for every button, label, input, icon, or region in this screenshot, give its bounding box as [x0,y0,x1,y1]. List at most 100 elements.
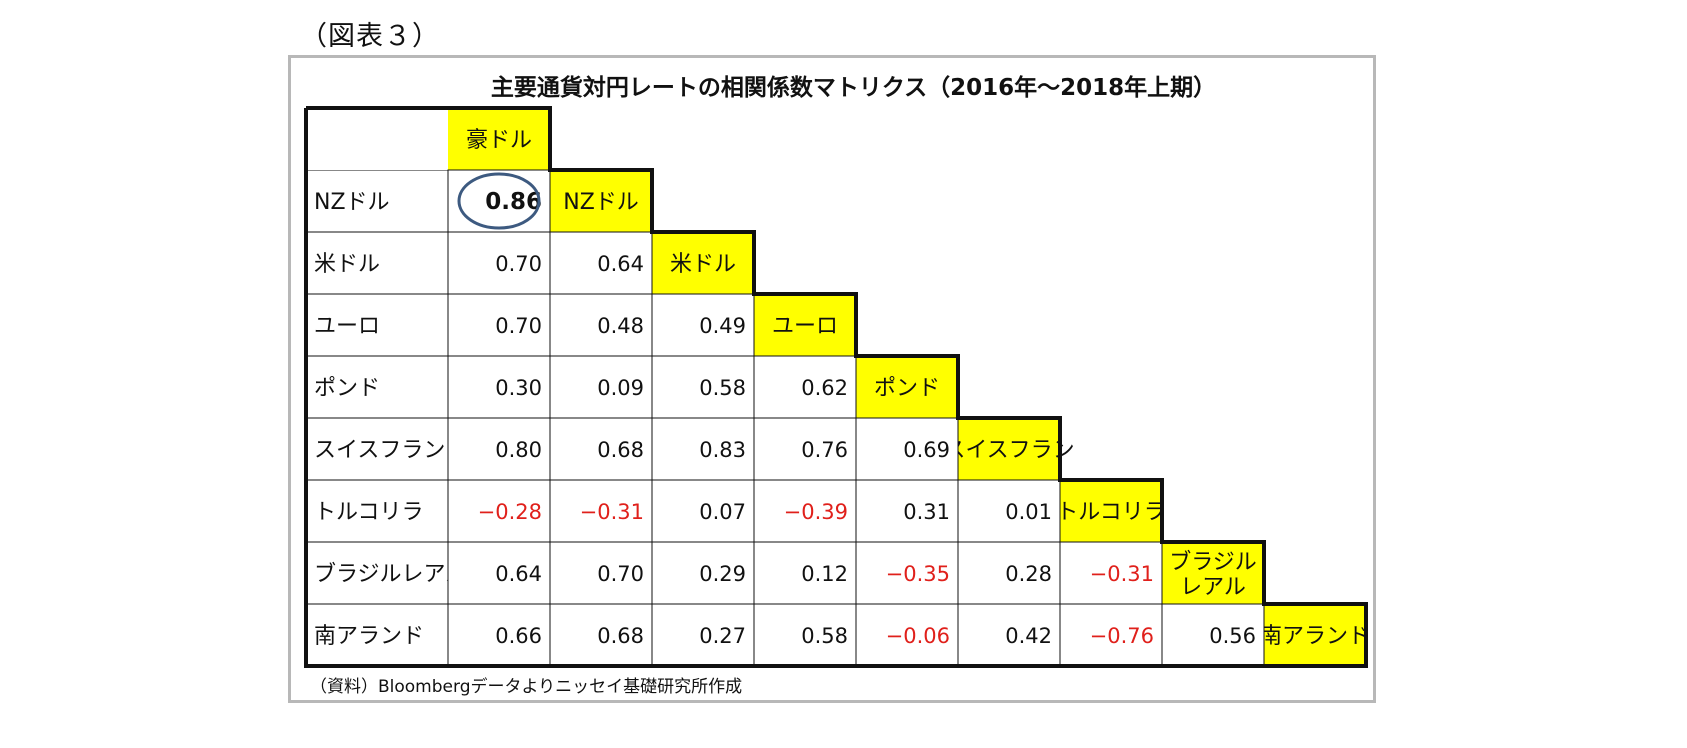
row-label: ポンド [314,376,380,401]
correlation-value: −0.31 [580,500,644,524]
value-cell [855,417,959,481]
correlation-value: −0.06 [886,624,950,648]
value-cell [855,603,959,667]
correlation-value: 0.58 [699,376,746,400]
value-cell [447,231,551,295]
correlation-value: 0.64 [597,252,644,276]
correlation-value: −0.76 [1090,624,1154,648]
correlation-value: 0.68 [597,438,644,462]
value-cell [651,293,755,357]
correlation-value: 0.01 [1005,500,1052,524]
column-header-cell [754,294,856,356]
correlation-value: 0.70 [597,562,644,586]
correlation-value: 0.69 [903,438,950,462]
row-label-cell [305,355,449,419]
row-label: ブラジルレアル [314,562,467,587]
value-cell [447,603,551,667]
correlation-value: −0.31 [1090,562,1154,586]
column-header-cell [652,232,754,294]
correlation-value: 0.30 [495,376,542,400]
correlation-value: 0.42 [1005,624,1052,648]
correlation-value: 0.29 [699,562,746,586]
correlation-value: 0.56 [1209,624,1256,648]
column-header-cell [550,170,652,232]
correlation-value: 0.58 [801,624,848,648]
corner-cell [306,108,448,170]
table-outline [304,106,1368,668]
column-header-label: NZドル [563,190,639,215]
correlation-value: −0.39 [784,500,848,524]
correlation-value: 0.80 [495,438,542,462]
column-header-label: ポンド [874,376,940,401]
row-label: 米ドル [314,252,380,277]
value-cell [447,293,551,357]
value-cell [957,541,1061,605]
column-header-label: 南アランド [1260,624,1370,649]
column-header-label: ブラジルレアル [1169,550,1257,600]
value-cell [447,479,551,543]
value-cell [549,417,653,481]
row-label: NZドル [314,190,390,215]
column-header-label: 米ドル [670,252,736,277]
correlation-value: 0.68 [597,624,644,648]
row-label: トルコリラ [314,500,424,525]
value-cell [447,169,551,233]
correlation-value: 0.49 [699,314,746,338]
value-cell [753,603,857,667]
value-cell [651,355,755,419]
column-header-cell [1162,542,1264,604]
correlation-value: 0.09 [597,376,644,400]
correlation-value: 0.76 [801,438,848,462]
column-header-cell [448,108,550,170]
correlation-value: 0.12 [801,562,848,586]
value-cell [651,479,755,543]
column-header-cell [856,356,958,418]
correlation-value: 0.31 [903,500,950,524]
row-label-cell [305,479,449,543]
value-cell [753,479,857,543]
value-cell [549,355,653,419]
value-cell [651,541,755,605]
value-cell [1059,603,1163,667]
row-label-cell [305,541,449,605]
value-cell [753,541,857,605]
column-header-cell [1060,480,1162,542]
value-cell [549,603,653,667]
chart-title: 主要通貨対円レートの相関係数マトリクス（2016年～2018年上期） [490,75,1217,101]
figure-label: （図表３） [300,21,440,52]
value-cell [753,355,857,419]
correlation-value: 0.48 [597,314,644,338]
correlation-value: 0.62 [801,376,848,400]
row-label: 南アランド [314,624,424,649]
column-header-label: 豪ドル [466,128,532,153]
value-cell [1161,603,1265,667]
column-header-label: トルコリラ [1056,500,1166,525]
correlation-value: 0.70 [495,252,542,276]
row-label-cell [305,603,449,667]
correlation-value: −0.28 [478,500,542,524]
row-label-cell [305,417,449,481]
column-header-cell [1264,604,1366,666]
correlation-value: 0.83 [699,438,746,462]
value-cell [447,355,551,419]
correlation-value: −0.35 [886,562,950,586]
value-cell [549,231,653,295]
value-cell [651,417,755,481]
row-label: スイスフラン [314,438,445,463]
column-header-cell [958,418,1060,480]
value-cell [549,541,653,605]
row-label: ユーロ [314,314,380,339]
value-cell [855,479,959,543]
column-header-label: ユーロ [772,314,838,339]
value-cell [957,479,1061,543]
highlight-circle [457,172,541,230]
correlation-value: 0.07 [699,500,746,524]
column-header-label: スイスフラン [943,438,1074,463]
correlation-value: 0.66 [495,624,542,648]
correlation-value: 0.28 [1005,562,1052,586]
source-note: （資料）Bloombergデータよりニッセイ基礎研究所作成 [310,677,743,697]
correlation-value: 0.27 [699,624,746,648]
value-cell [447,417,551,481]
correlation-value: 0.64 [495,562,542,586]
